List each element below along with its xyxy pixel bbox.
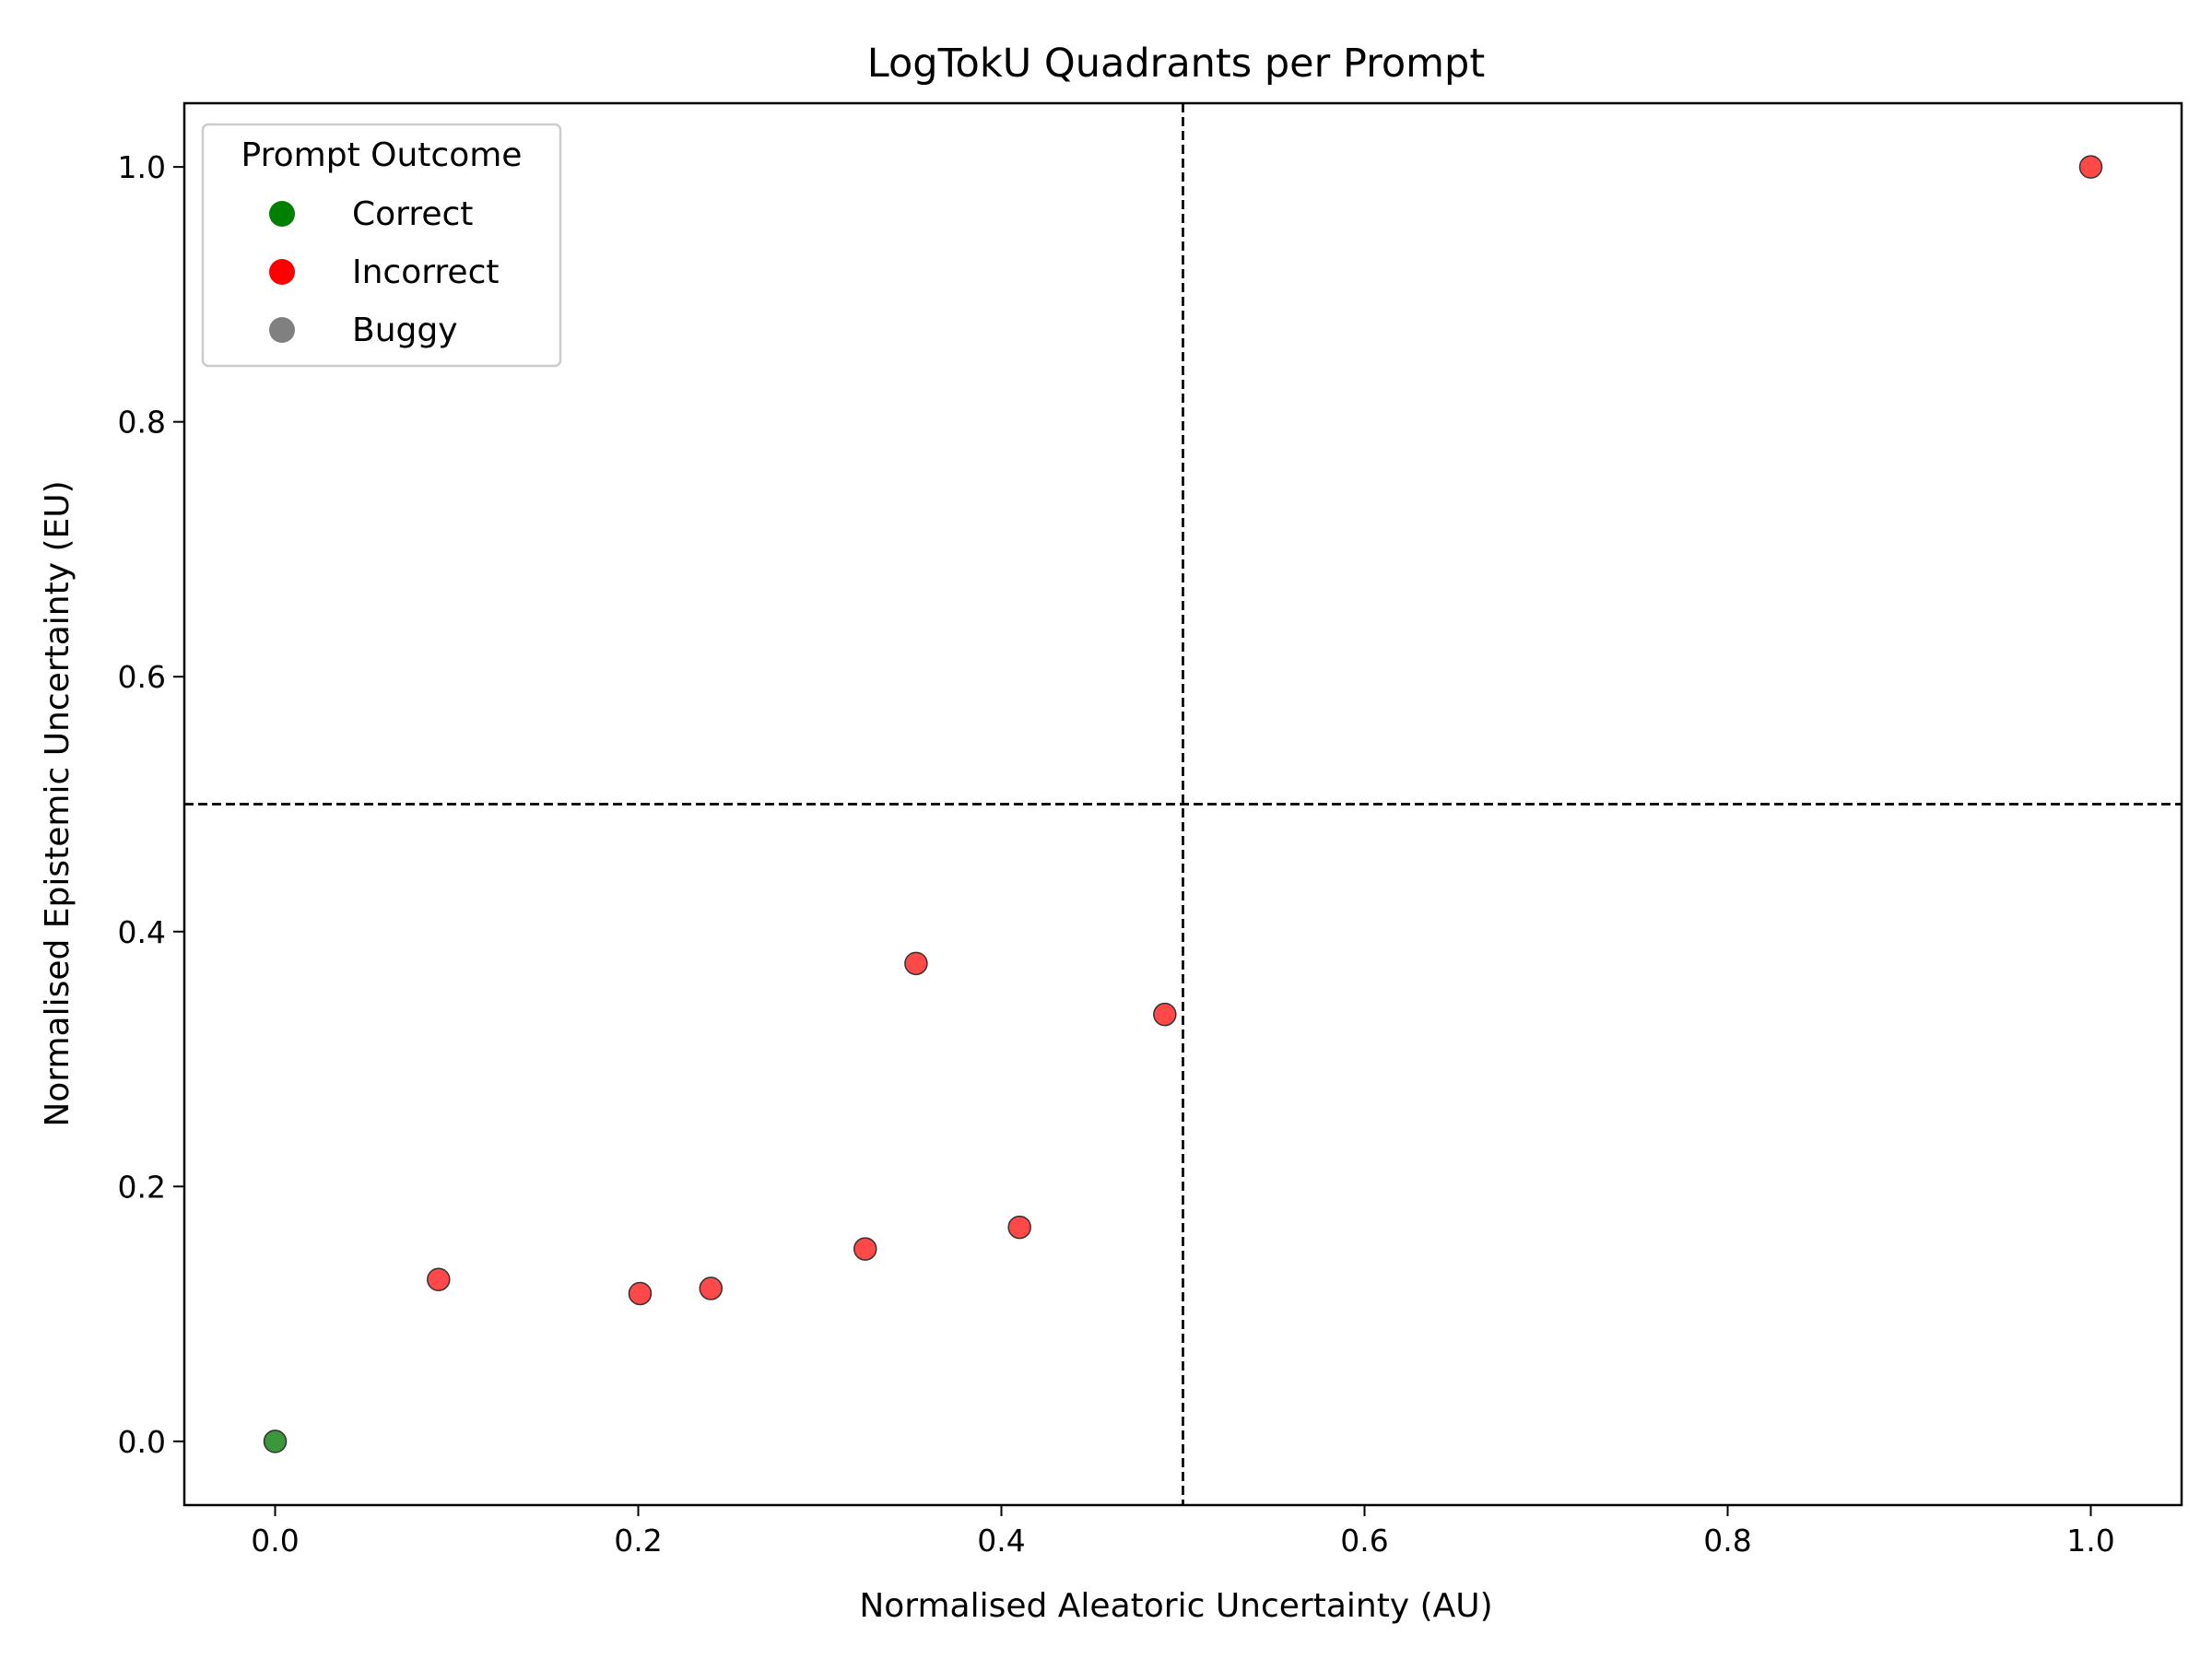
- y-tick-label: 0.6: [118, 659, 166, 695]
- legend-label-correct: Correct: [352, 195, 473, 233]
- y-axis-ticks: 0.0 0.2 0.4 0.6 0.8 1.0: [118, 149, 184, 1460]
- legend-title: Prompt Outcome: [241, 136, 523, 174]
- point-incorrect: [904, 951, 928, 976]
- point-incorrect: [2078, 155, 2103, 179]
- point-incorrect: [427, 1267, 451, 1292]
- y-tick-label: 0.8: [118, 405, 166, 441]
- point-incorrect: [1153, 1002, 1177, 1027]
- y-tick-label: 1.0: [118, 149, 166, 185]
- point-incorrect: [1007, 1215, 1031, 1240]
- x-axis-label: Normalised Aleatoric Uncertainty (AU): [859, 1587, 1492, 1625]
- legend-marker-correct: [269, 201, 295, 227]
- point-incorrect: [853, 1237, 877, 1261]
- x-tick-label: 0.6: [1340, 1523, 1388, 1559]
- data-points: [263, 155, 2103, 1453]
- y-tick-label: 0.4: [118, 914, 166, 950]
- x-tick-label: 0.8: [1703, 1523, 1751, 1559]
- legend-box: [201, 123, 562, 368]
- legend-label-buggy: Buggy: [352, 312, 458, 349]
- y-tick-label: 0.0: [118, 1424, 166, 1460]
- y-axis-label: Normalised Epistemic Uncertainty (EU): [39, 480, 76, 1126]
- legend: Prompt Outcome Correct Incorrect Buggy: [201, 123, 562, 368]
- y-tick-label: 0.2: [118, 1169, 166, 1205]
- threshold-lines: [184, 103, 2182, 1505]
- point-correct: [263, 1430, 288, 1453]
- chart-title: LogTokU Quadrants per Prompt: [867, 41, 1485, 87]
- legend-entries: Correct Incorrect Buggy: [269, 195, 500, 349]
- x-tick-label: 0.0: [251, 1523, 299, 1559]
- point-incorrect: [628, 1281, 653, 1306]
- legend-label-incorrect: Incorrect: [352, 253, 500, 291]
- point-incorrect: [699, 1277, 724, 1300]
- x-tick-label: 0.2: [614, 1523, 662, 1559]
- x-tick-label: 1.0: [2066, 1523, 2114, 1559]
- legend-marker-buggy: [269, 317, 295, 343]
- legend-marker-incorrect: [269, 259, 295, 285]
- x-tick-label: 0.4: [977, 1523, 1025, 1559]
- x-axis-ticks: 0.0 0.2 0.4 0.6 0.8 1.0: [251, 1505, 2115, 1559]
